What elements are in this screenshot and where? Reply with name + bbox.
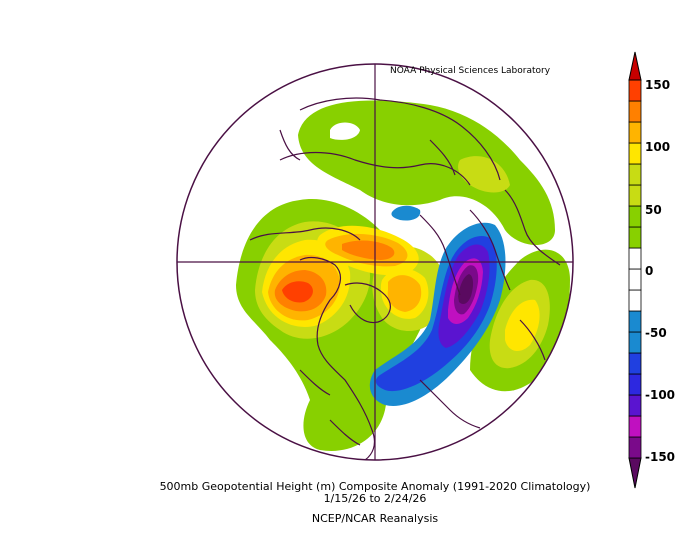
map-title: 500mb Geopotential Height (m) Composite … (159, 480, 591, 493)
colorbar-tick-label: -100 (645, 388, 676, 402)
colorbar-tick-label: 50 (645, 203, 662, 217)
colorbar-segment (628, 184, 642, 207)
colorbar-segment (628, 415, 642, 438)
colorbar-segment (628, 289, 642, 312)
colorbar-segment (628, 436, 642, 459)
colorbar-segment (628, 247, 642, 270)
colorbar-segment (628, 163, 642, 186)
colorbar-segment (628, 373, 642, 396)
credit-label: NOAA Physical Sciences Laboratory (390, 66, 551, 76)
colorbar-segment (628, 394, 642, 417)
anomaly-fill (236, 100, 570, 451)
colorbar-tick-label: -150 (645, 450, 676, 464)
colorbar-tick-label: 0 (645, 264, 654, 278)
grid-lines (177, 64, 573, 460)
colorbar-tick-label: 100 (645, 140, 671, 154)
colorbar-segment (628, 142, 642, 165)
date-range: 1/15/26 to 2/24/26 (323, 492, 427, 505)
colorbar-segment (628, 268, 642, 291)
colorbar-segment (628, 352, 642, 375)
data-source: NCEP/NCAR Reanalysis (311, 512, 439, 525)
coastlines (249, 97, 561, 460)
colorbar-segment (628, 226, 642, 249)
colorbar (628, 51, 642, 489)
colorbar-segment (628, 100, 642, 123)
colorbar-top-arrow (628, 51, 642, 81)
colorbar-segment (628, 310, 642, 333)
colorbar-tick-label: -50 (645, 326, 667, 340)
colorbar-tick-label: 150 (645, 78, 671, 92)
colorbar-segment (628, 121, 642, 144)
hemisphere-border (176, 63, 574, 461)
colorbar-segment (628, 79, 642, 102)
colorbar-segment (628, 205, 642, 228)
colorbar-segment (628, 331, 642, 354)
